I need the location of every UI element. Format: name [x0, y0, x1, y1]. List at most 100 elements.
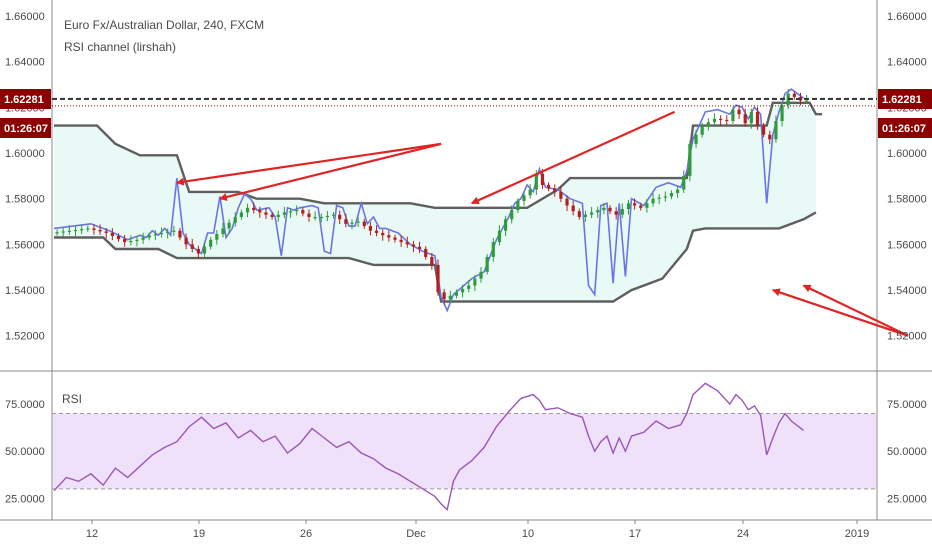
candle-body [467, 285, 471, 289]
candle-body [356, 221, 360, 223]
candle-body [209, 239, 213, 247]
y-axis-tick-label-left: 1.54000 [5, 285, 45, 297]
candle-body [688, 143, 692, 176]
candle-body [239, 212, 243, 217]
x-axis-tick-label: 2019 [845, 528, 869, 540]
candle-body [639, 205, 643, 208]
candle-body [633, 203, 637, 206]
right-price-badge[interactable]: 1.62281 01:26:07 [878, 89, 932, 138]
arrow-annotation-icon [802, 284, 909, 337]
right-countdown-badge-bg [878, 118, 932, 138]
candle-body [92, 228, 96, 230]
candle-body [473, 278, 477, 286]
candle-body [755, 111, 760, 126]
left-countdown-badge-bg [0, 118, 51, 138]
arrow-annotation-icon [175, 142, 442, 186]
candle-body [719, 118, 723, 120]
candle-body [307, 213, 311, 217]
candle-body [387, 235, 391, 238]
y-axis-tick-label-right: 1.56000 [887, 239, 927, 251]
candle-body [116, 236, 121, 240]
y-axis-tick-label-right: 1.52000 [887, 331, 927, 343]
left-price-badge[interactable]: 1.62281 01:26:07 [0, 89, 51, 138]
candle-body [331, 214, 336, 216]
candle-body [448, 295, 452, 300]
candle-body [202, 246, 207, 254]
candle-body [792, 93, 796, 98]
upper-channel-line [54, 101, 822, 209]
candle-body [110, 232, 114, 237]
candle-body [153, 234, 157, 236]
candle-body [774, 121, 778, 140]
candle-body [264, 212, 268, 215]
rsi-channel-line [53, 88, 805, 313]
candle-body [749, 111, 753, 124]
candle-body [436, 264, 440, 293]
candle-body [141, 237, 145, 240]
candle-body [657, 197, 661, 199]
left-price-badge-bg [0, 89, 51, 109]
y-axis-tick-label-right: 1.54000 [887, 285, 927, 297]
annotation-arrows-layer [175, 110, 909, 337]
price-lines-layer [52, 97, 877, 107]
rsi-band-layer [52, 412, 877, 490]
candle-body [411, 244, 416, 247]
candle-body [577, 211, 581, 217]
candle-body [712, 118, 717, 123]
candle-body [227, 222, 231, 229]
candle-body [258, 210, 262, 213]
candle-body [614, 211, 618, 215]
rsi-axis-tick-label-left: 25.0000 [5, 493, 45, 505]
candle-body [221, 228, 225, 235]
candle-body [590, 212, 594, 215]
candle-body [768, 134, 772, 140]
candle-body [682, 175, 686, 190]
arrow-annotation-icon [771, 288, 909, 337]
candle-body [725, 119, 729, 122]
candle-body [399, 239, 403, 243]
rsi-axis-tick-label-left: 50.0000 [5, 446, 45, 458]
candles-layer [55, 88, 809, 305]
candle-body [503, 219, 508, 231]
candle-body [178, 230, 182, 238]
x-axis-tick-label: 12 [86, 528, 98, 540]
rsi-band-fill [53, 413, 876, 489]
candle-body [252, 207, 256, 211]
candle-body [645, 203, 649, 208]
candle-body [565, 198, 569, 206]
candle-body [805, 100, 809, 102]
candle-body [67, 230, 71, 232]
candle-body [166, 231, 170, 234]
candle-body [553, 188, 557, 192]
y-axis-tick-label-right: 1.60000 [887, 148, 927, 160]
candle-body [196, 248, 200, 254]
candle-body [430, 256, 434, 265]
candle-body [190, 244, 194, 249]
x-axis-tick-label: 24 [737, 528, 749, 540]
candle-body [706, 122, 710, 126]
x-axis-tick-label: 26 [300, 528, 312, 540]
candle-body [546, 185, 551, 189]
candle-body [534, 173, 538, 190]
candle-body [700, 125, 704, 135]
y-axis-tick-label-right: 1.66000 [887, 11, 927, 23]
x-axis-tick-label: 10 [522, 528, 534, 540]
candle-body [460, 288, 465, 293]
candle-body [288, 211, 293, 213]
channel-fill-layer [54, 102, 816, 302]
candle-body [417, 246, 422, 249]
candle-body [215, 234, 219, 240]
candle-body [319, 216, 323, 219]
candle-body [626, 203, 631, 209]
candle-body [762, 125, 766, 135]
candle-body [135, 239, 139, 242]
right-price-label: 1.62281 [882, 94, 922, 106]
candle-body [571, 205, 575, 212]
candle-body [338, 214, 342, 220]
candle-body [669, 192, 674, 197]
candle-body [491, 242, 495, 257]
candle-body [694, 134, 698, 144]
candle-body [233, 216, 237, 223]
